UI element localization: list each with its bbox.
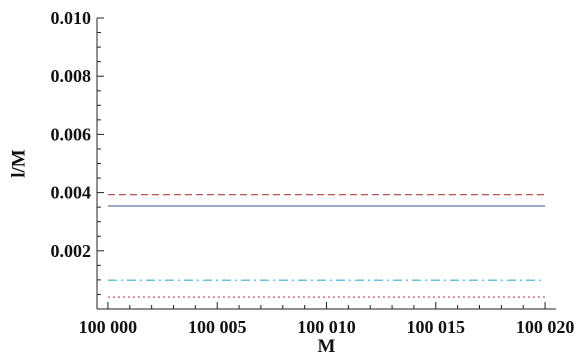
x-tick-label: 100 020 xyxy=(516,317,575,337)
axis-ticks xyxy=(97,17,546,310)
x-axis-title: M xyxy=(318,336,336,357)
y-tick-label: 0.010 xyxy=(51,8,92,28)
x-tick-label: 100 005 xyxy=(188,317,247,337)
x-tick-label: 100 015 xyxy=(407,317,466,337)
y-tick-label: 0.004 xyxy=(51,183,92,203)
y-tick-label: 0.002 xyxy=(51,241,92,261)
y-tick-label: 0.006 xyxy=(51,124,92,144)
y-tick-label: 0.008 xyxy=(51,66,92,86)
y-axis-title: l/M xyxy=(8,149,29,178)
x-tick-label: 100 000 xyxy=(79,317,138,337)
axes xyxy=(96,18,556,310)
x-tick-label: 100 010 xyxy=(297,317,356,337)
tick-labels: 0.002 0.004 0.006 0.008 0.010 100 000 100 005 1… xyxy=(51,8,575,337)
series-lines xyxy=(107,194,546,298)
